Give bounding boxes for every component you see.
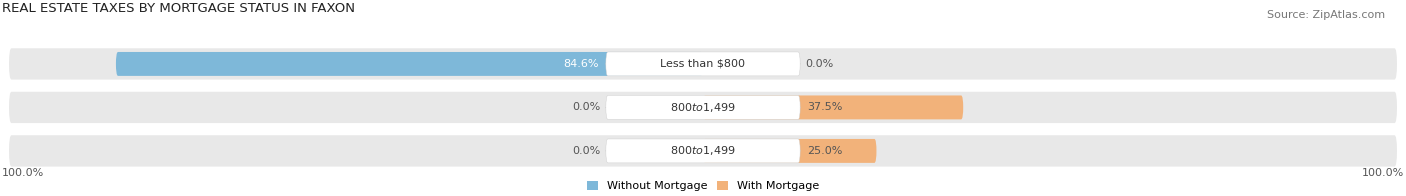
FancyBboxPatch shape bbox=[8, 135, 1398, 167]
Text: 100.0%: 100.0% bbox=[1, 168, 45, 178]
Text: 84.6%: 84.6% bbox=[564, 59, 599, 69]
FancyBboxPatch shape bbox=[606, 139, 800, 163]
Text: 100.0%: 100.0% bbox=[1361, 168, 1405, 178]
FancyBboxPatch shape bbox=[606, 95, 800, 119]
Text: Source: ZipAtlas.com: Source: ZipAtlas.com bbox=[1267, 10, 1385, 20]
FancyBboxPatch shape bbox=[703, 95, 963, 119]
FancyBboxPatch shape bbox=[8, 92, 1398, 123]
Legend: Without Mortgage, With Mortgage: Without Mortgage, With Mortgage bbox=[582, 177, 824, 196]
Text: 37.5%: 37.5% bbox=[807, 103, 842, 113]
Text: $800 to $1,499: $800 to $1,499 bbox=[671, 101, 735, 114]
Text: REAL ESTATE TAXES BY MORTGAGE STATUS IN FAXON: REAL ESTATE TAXES BY MORTGAGE STATUS IN … bbox=[1, 2, 356, 15]
FancyBboxPatch shape bbox=[115, 52, 703, 76]
Text: 0.0%: 0.0% bbox=[572, 103, 600, 113]
FancyBboxPatch shape bbox=[606, 52, 800, 76]
Text: $800 to $1,499: $800 to $1,499 bbox=[671, 144, 735, 157]
Text: Less than $800: Less than $800 bbox=[661, 59, 745, 69]
Text: 0.0%: 0.0% bbox=[572, 146, 600, 156]
FancyBboxPatch shape bbox=[703, 139, 876, 163]
Text: 0.0%: 0.0% bbox=[806, 59, 834, 69]
Text: 25.0%: 25.0% bbox=[807, 146, 842, 156]
FancyBboxPatch shape bbox=[8, 48, 1398, 80]
